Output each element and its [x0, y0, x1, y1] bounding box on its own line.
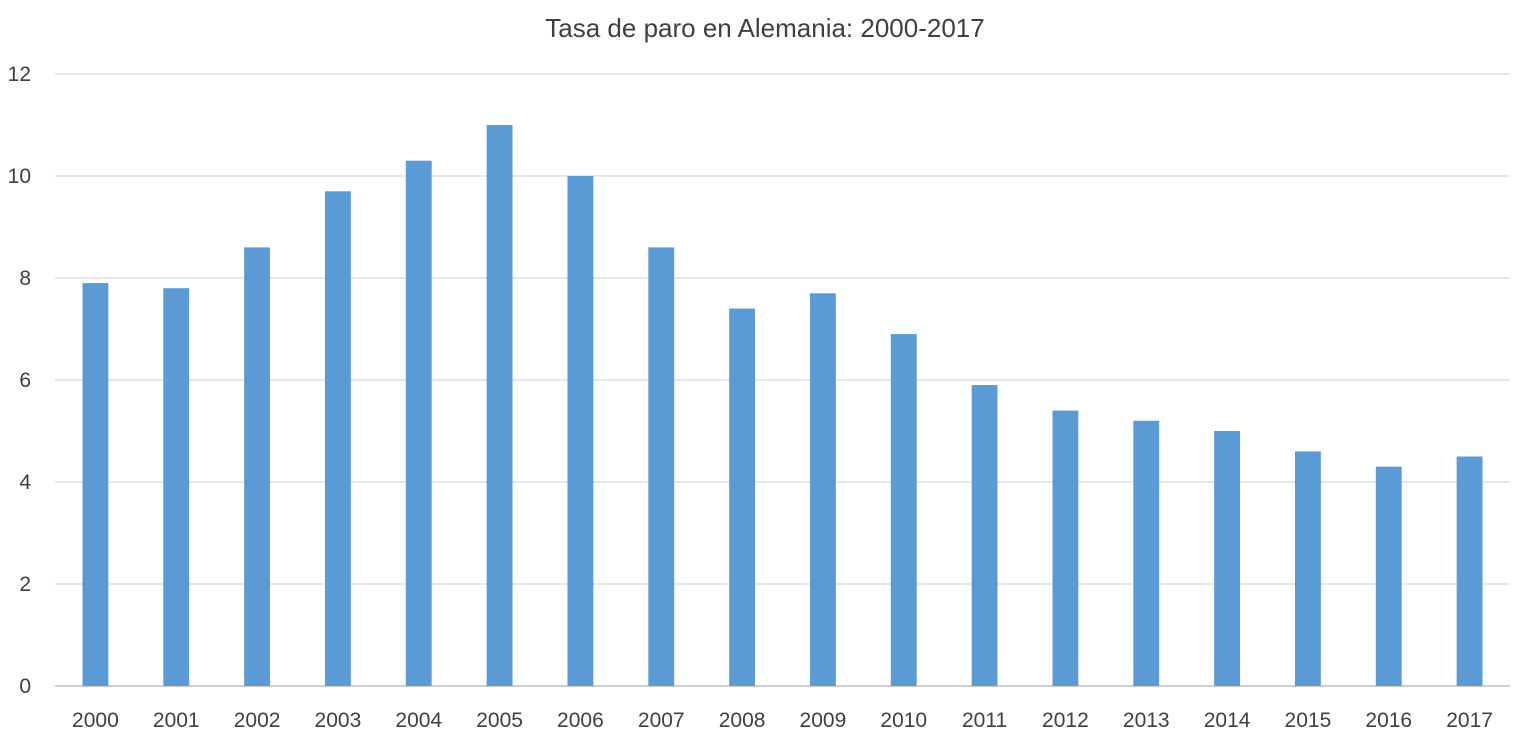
bar-2010: [890, 334, 917, 686]
x-tick-label: 2003: [315, 709, 362, 732]
y-tick-label: 2: [19, 573, 31, 596]
bars: [82, 125, 1483, 687]
bar-2014: [1214, 431, 1241, 686]
chart-title: Tasa de paro en Alemania: 2000-2017: [545, 13, 984, 43]
x-tick-label: 2015: [1285, 709, 1332, 732]
bar-2008: [729, 308, 756, 686]
bar-2003: [324, 191, 351, 687]
y-tick-label: 10: [8, 165, 31, 188]
bar-2015: [1294, 451, 1321, 686]
y-tick-label: 0: [19, 675, 31, 698]
x-tick-label: 2005: [476, 709, 523, 732]
gridlines: [55, 73, 1510, 687]
bar-2009: [809, 293, 836, 686]
x-tick-label: 2006: [557, 709, 604, 732]
bar-2011: [971, 385, 998, 686]
y-tick-label: 6: [19, 369, 31, 392]
x-tick-label: 2011: [962, 709, 1007, 732]
x-tick-label: 2009: [800, 709, 847, 732]
x-tick-label: 2016: [1365, 709, 1412, 732]
bar-2001: [163, 288, 190, 686]
x-tick-label: 2017: [1446, 709, 1493, 732]
x-axis-tick-labels: 2000 2001 2002 2003 2004 2005 2006 2007 2008 2009…: [72, 709, 1493, 732]
bar-2017: [1456, 456, 1483, 686]
bar-2012: [1052, 410, 1079, 686]
x-tick-label: 2004: [395, 709, 442, 732]
y-axis-tick-labels: 0 2 4 6 8 10 12: [8, 63, 32, 698]
bar-2002: [244, 247, 271, 686]
bar-2013: [1133, 420, 1160, 686]
x-tick-label: 2012: [1042, 709, 1089, 732]
bar-2007: [648, 247, 675, 686]
bar-2005: [486, 125, 513, 686]
x-tick-label: 2014: [1204, 709, 1251, 732]
bar-2016: [1375, 466, 1402, 686]
bar-2006: [567, 176, 594, 686]
x-tick-label: 2008: [719, 709, 766, 732]
x-tick-label: 2000: [72, 709, 119, 732]
y-tick-label: 12: [8, 63, 31, 86]
bar-2000: [82, 283, 109, 686]
x-tick-label: 2010: [880, 709, 927, 732]
x-tick-label: 2001: [153, 709, 200, 732]
x-tick-label: 2013: [1123, 709, 1170, 732]
y-tick-label: 8: [19, 267, 31, 290]
bar-2004: [405, 160, 432, 686]
x-tick-label: 2007: [638, 709, 685, 732]
y-tick-label: 4: [19, 471, 31, 494]
x-tick-label: 2002: [234, 709, 281, 732]
